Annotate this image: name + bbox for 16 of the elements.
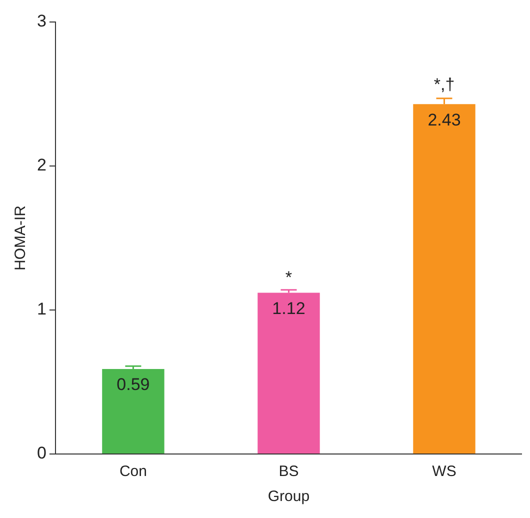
y-axis-title: HOMA-IR xyxy=(12,205,30,270)
y-tick-label: 2 xyxy=(36,156,46,175)
x-tick-label: Con xyxy=(119,463,147,480)
data-label: 1.12 xyxy=(272,298,306,318)
data-label: 2.43 xyxy=(428,110,461,130)
x-tick-label: BS xyxy=(278,463,299,480)
bar xyxy=(258,292,320,454)
data-label: 0.59 xyxy=(116,375,150,394)
x-tick-label: WS xyxy=(432,463,456,480)
bar xyxy=(102,369,164,454)
annotation: *,† xyxy=(434,75,455,94)
x-axis-title: Group xyxy=(268,488,310,506)
y-tick-label: 0 xyxy=(36,444,46,463)
y-tick-label: 3 xyxy=(36,12,46,31)
annotation: * xyxy=(285,268,292,288)
y-tick-label: 1 xyxy=(36,300,46,319)
